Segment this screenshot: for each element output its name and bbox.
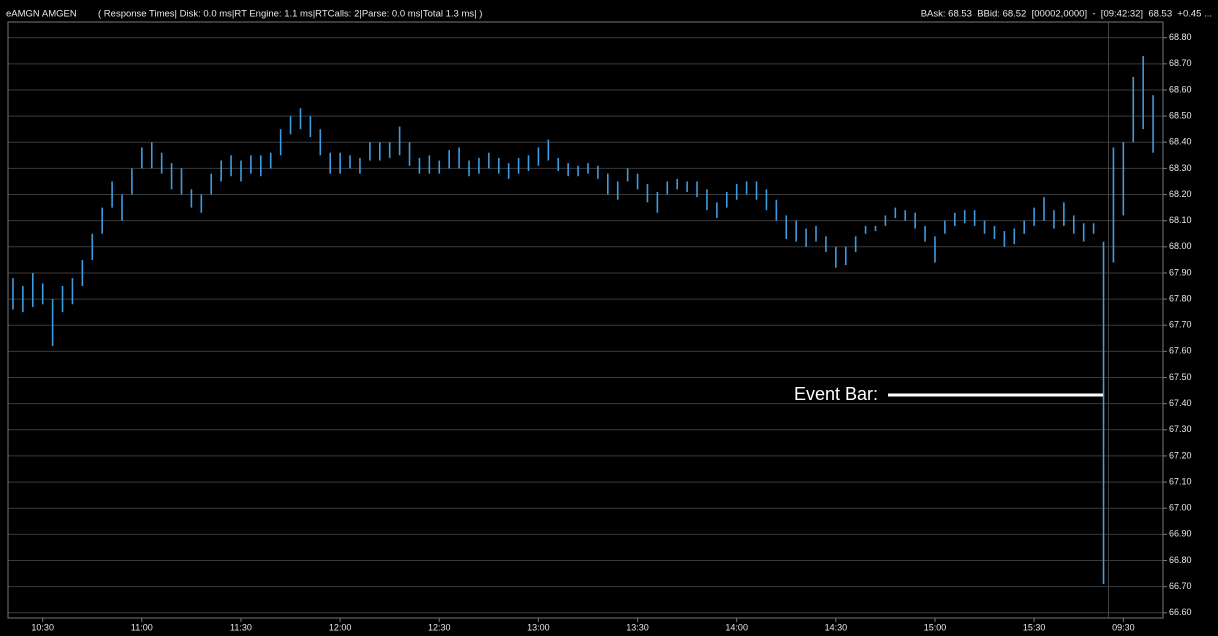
- x-tick-label: 12:00: [329, 622, 352, 632]
- y-tick-label: 66.70: [1169, 581, 1192, 591]
- y-tick-label: 67.50: [1169, 372, 1192, 382]
- y-tick-label: 67.00: [1169, 503, 1192, 513]
- x-tick-label: 10:30: [31, 622, 54, 632]
- y-tick-label: 66.80: [1169, 555, 1192, 565]
- chart-subtitle: ( Response Times| Disk: 0.0 ms|RT Engine…: [98, 9, 482, 20]
- quote-status: BAsk: 68.53 BBid: 68.52 [00002,0000] - […: [921, 9, 1212, 20]
- y-tick-label: 67.20: [1169, 450, 1192, 460]
- annotation: Event Bar:: [794, 384, 878, 404]
- plot-frame: [7, 21, 1164, 619]
- y-tick-label: 67.30: [1169, 424, 1192, 434]
- x-tick-label: 15:30: [1023, 622, 1046, 632]
- x-tick-label: 13:00: [527, 622, 550, 632]
- x-tick-label: 12:30: [428, 622, 451, 632]
- x-tick-label: 15:00: [924, 622, 947, 632]
- y-tick-label: 67.90: [1169, 267, 1192, 277]
- y-tick-label: 67.80: [1169, 293, 1192, 303]
- y-tick-label: 68.20: [1169, 189, 1192, 199]
- y-tick-label: 66.60: [1169, 607, 1192, 617]
- y-tick-label: 67.40: [1169, 398, 1192, 408]
- chart-title: eAMGN AMGEN: [6, 9, 77, 20]
- y-tick-label: 68.50: [1169, 110, 1192, 120]
- y-tick-label: 67.70: [1169, 320, 1192, 330]
- y-tick-label: 68.80: [1169, 32, 1192, 42]
- y-tick-label: 68.40: [1169, 137, 1192, 147]
- y-tick-label: 68.00: [1169, 241, 1192, 251]
- y-tick-label: 68.70: [1169, 58, 1192, 68]
- x-tick-label: 13:30: [626, 622, 649, 632]
- x-tick-label: 09:30: [1112, 622, 1135, 632]
- x-tick-label: 14:30: [825, 622, 848, 632]
- x-tick-label: 11:30: [230, 622, 252, 632]
- x-tick-label: 11:00: [131, 622, 153, 632]
- y-tick-label: 66.90: [1169, 529, 1192, 539]
- y-tick-label: 67.10: [1169, 476, 1192, 486]
- y-tick-label: 67.60: [1169, 346, 1192, 356]
- x-tick-label: 14:00: [725, 622, 748, 632]
- y-tick-label: 68.30: [1169, 163, 1192, 173]
- y-tick-label: 68.10: [1169, 215, 1192, 225]
- y-tick-label: 68.60: [1169, 84, 1192, 94]
